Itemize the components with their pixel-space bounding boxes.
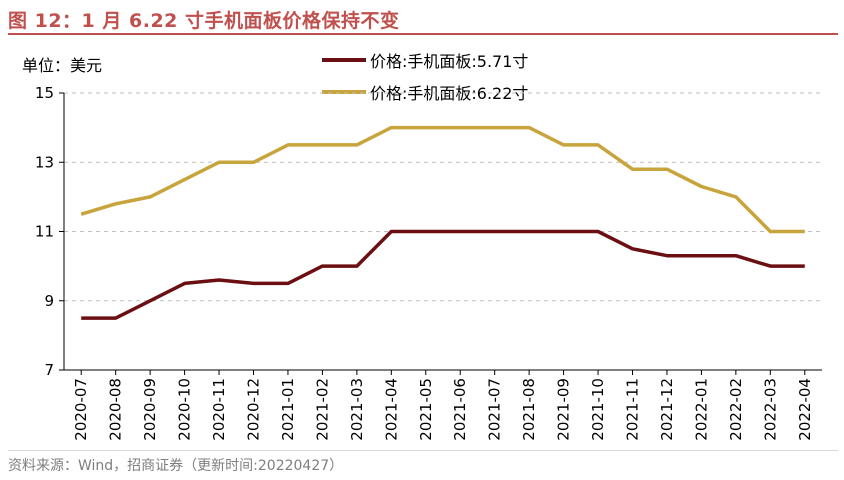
y-tick-label: 15: [35, 84, 54, 102]
y-axis-ticks: 7 9 11 13 15: [35, 84, 64, 379]
x-tick-label: 2021-11: [624, 378, 642, 441]
series-line-1: [80, 125, 805, 234]
x-tick-label: 2022-01: [692, 378, 710, 441]
legend-swatch-6-22: [322, 90, 366, 94]
source-divider: [8, 450, 838, 451]
x-tick-label: 2020-09: [141, 378, 159, 441]
x-tick-label: 2021-06: [451, 378, 469, 441]
series-lines: [80, 125, 805, 320]
x-tick-label: 2021-03: [348, 378, 366, 441]
x-tick-label: 2022-04: [796, 378, 814, 441]
y-tick-label: 7: [44, 361, 54, 379]
x-tick-label: 2021-02: [313, 378, 331, 441]
x-tick-label: 2021-05: [417, 378, 435, 441]
x-tick-label: 2020-12: [245, 378, 263, 441]
x-tick-label: 2021-07: [486, 378, 504, 441]
x-tick-label: 2021-12: [658, 378, 676, 441]
y-tick-label: 9: [44, 292, 54, 310]
series-line-0: [81, 229, 805, 320]
x-tick-label: 2021-01: [279, 378, 297, 441]
y-tick-label: 11: [35, 223, 54, 241]
x-tick-label: 2020-07: [72, 378, 90, 441]
x-axis-ticks: 2020-07 2020-08 2020-09 2020-10 2020-11 2020-…: [72, 370, 814, 441]
legend-swatch-5-71: [322, 58, 366, 62]
x-tick-label: 2021-10: [589, 378, 607, 441]
unit-label: 单位：美元: [22, 56, 103, 75]
x-tick-label: 2020-10: [176, 378, 194, 441]
legend-item-5-71: 价格:手机面板:5.71寸: [322, 44, 528, 76]
x-tick-label: 2020-08: [107, 378, 125, 441]
y-tick-label: 13: [35, 153, 54, 171]
source-note: 资料来源：Wind，招商证券（更新时间:20220427）: [8, 458, 344, 474]
grid-lines: [64, 92, 822, 302]
x-tick-label: 2021-08: [520, 378, 538, 441]
x-tick-label: 2022-02: [727, 378, 745, 441]
x-tick-label: 2020-11: [210, 378, 228, 441]
legend-label-5-71: 价格:手机面板:5.71寸: [370, 52, 529, 71]
figure-title: 图 12：1 月 6.22 寸手机面板价格保持不变: [8, 10, 400, 32]
x-tick-label: 2022-03: [761, 378, 779, 441]
title-divider: [8, 33, 838, 35]
x-tick-label: 2021-04: [382, 378, 400, 441]
x-tick-label: 2021-09: [555, 378, 573, 441]
